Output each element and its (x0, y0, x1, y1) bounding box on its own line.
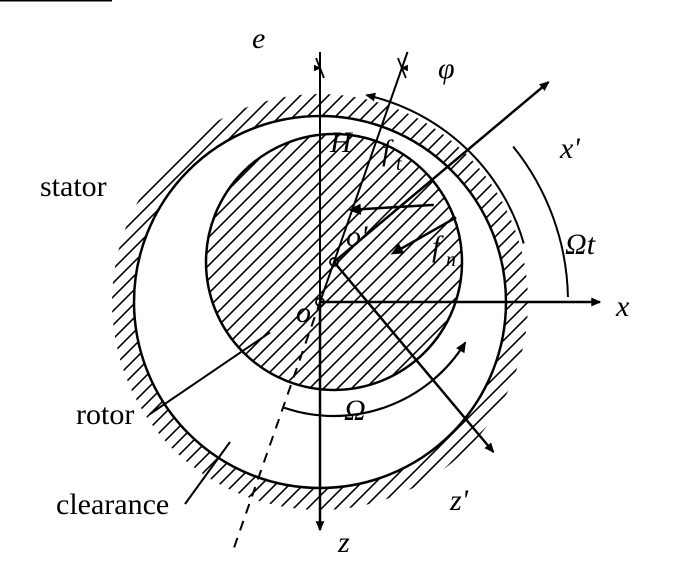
rotor-hatch (196, 0, 472, 563)
svg-text:e: e (252, 22, 265, 55)
svg-text:Ωt: Ωt (565, 228, 596, 261)
svg-text:t: t (396, 153, 402, 175)
label-x: x (615, 290, 630, 323)
axis-z (316, 522, 323, 530)
axis-x (592, 298, 600, 305)
label-fn: fn (432, 230, 456, 271)
svg-text:φ: φ (438, 52, 455, 85)
svg-text:x': x' (559, 132, 580, 165)
label-zp: z' (449, 484, 469, 517)
label-op: o' (346, 220, 368, 253)
label-phi: φ (438, 52, 455, 85)
vector-fn (393, 217, 456, 253)
svg-text:f: f (382, 134, 394, 167)
arc-Ot (513, 146, 568, 297)
svg-text:f: f (432, 230, 444, 263)
svg-text:x: x (615, 290, 630, 323)
label-xp: x' (559, 132, 580, 165)
svg-text:o': o' (346, 220, 368, 253)
label-Omega: Ω (344, 394, 366, 427)
svg-text:Ω: Ω (344, 394, 366, 427)
svg-text:z: z (337, 526, 350, 559)
svg-text:o: o (296, 296, 311, 329)
label-clearance: clearance (56, 488, 169, 521)
label-rotor: rotor (76, 398, 134, 431)
label-H: H (329, 126, 354, 159)
label-ft: ft (382, 134, 402, 175)
svg-text:n: n (446, 249, 456, 271)
label-Ot: Ωt (565, 228, 596, 261)
label-stator: stator (40, 170, 107, 203)
svg-text:stator: stator (40, 170, 107, 203)
svg-text:z': z' (449, 484, 469, 517)
svg-text:clearance: clearance (56, 488, 169, 521)
label-z: z (337, 526, 350, 559)
svg-text:rotor: rotor (76, 398, 134, 431)
label-e: e (252, 22, 265, 55)
svg-text:H: H (329, 126, 354, 159)
label-o: o (296, 296, 311, 329)
leader-rotor (150, 332, 270, 414)
